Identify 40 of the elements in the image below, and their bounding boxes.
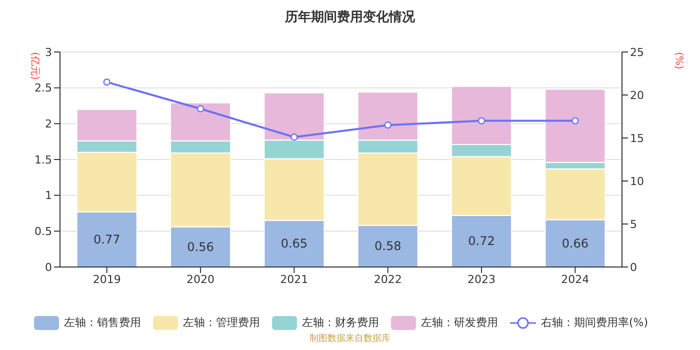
point: [572, 117, 579, 124]
x-tick-label: 2020: [186, 272, 214, 286]
data-label: 0.77: [94, 232, 120, 246]
y-tick-label: 3: [45, 46, 52, 59]
y2-tick-label: 25: [630, 46, 644, 59]
point: [384, 122, 392, 129]
data-label: 0.65: [280, 236, 308, 251]
y2-tick-label: 5: [630, 218, 637, 231]
legend-label: 左轴：研发费用: [420, 315, 498, 330]
legend-label: 左轴：财务费用: [302, 315, 379, 330]
x-tick-label: 2022: [374, 272, 402, 286]
data-label: 0.66: [562, 236, 589, 250]
legend-label: 左轴：管理费用: [182, 315, 260, 330]
point: [290, 134, 298, 141]
chart-title: 历年期间费用变化情况: [284, 8, 416, 26]
y-axis-title: (亿元): [29, 52, 40, 80]
y-tick-label: 1.5: [34, 153, 52, 166]
legend-label: 左轴：销售费用: [64, 315, 141, 330]
y-tick-label: 1: [45, 189, 52, 202]
x-tick-label: 2019: [92, 272, 121, 286]
y-tick-label: 2: [45, 118, 52, 131]
data-label: 0.58: [374, 239, 402, 254]
x-tick-label: 2021: [280, 272, 308, 286]
y-tick-label: 0: [45, 260, 52, 274]
x-tick-label: 2023: [468, 272, 496, 286]
data-label: 0.72: [468, 234, 495, 248]
y2-tick-label: 15: [630, 132, 644, 145]
point: [478, 117, 486, 124]
text: 制图数据来自数据库: [308, 332, 392, 345]
x-tick-label: 2024: [561, 272, 590, 286]
y-tick-label: 2.5: [34, 82, 52, 95]
y-tick-label: 0.5: [34, 225, 52, 238]
point: [196, 105, 204, 112]
y2-tick-label: 20: [630, 88, 644, 102]
legend-label: 右轴：期间费用率(%): [540, 315, 648, 330]
data-label: 0.56: [187, 240, 214, 254]
y2-tick-label: 10: [630, 174, 644, 188]
point: [103, 78, 110, 86]
y2-tick-label: 0: [630, 260, 637, 274]
y2-axis-title: (%): [673, 52, 684, 70]
